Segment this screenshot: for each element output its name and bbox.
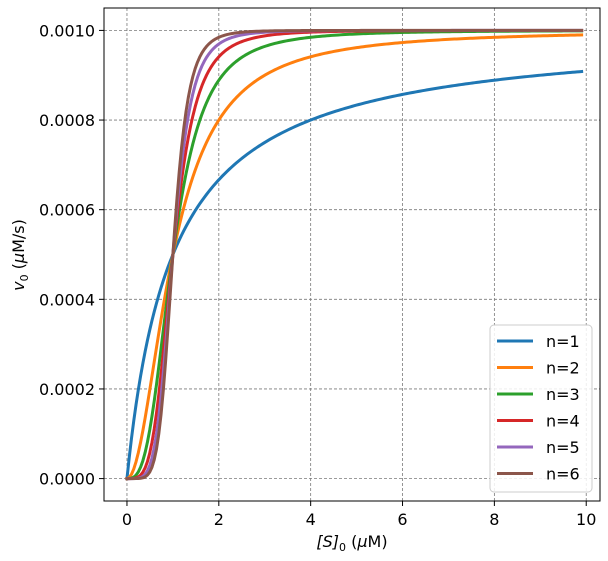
y-tick-label: 0.0004 <box>39 290 95 309</box>
plot-frame <box>103 7 601 502</box>
x-tick-label: 6 <box>397 510 407 529</box>
x-axis-label: [S]0 (μM) <box>316 532 387 554</box>
y-tick-label: 0.0002 <box>39 380 95 399</box>
series-line-n6 <box>125 28 584 481</box>
x-tick-label: 10 <box>576 510 596 529</box>
legend-label: n=5 <box>546 438 580 457</box>
x-tick-label: 8 <box>489 510 499 529</box>
legend-label: n=1 <box>546 332 580 351</box>
y-axis-label: v0 (μM/s) <box>9 219 31 291</box>
x-axis: 0 2 4 6 8 10 <box>122 501 596 529</box>
y-tick-label: 0.0010 <box>39 21 95 40</box>
series-line-n1 <box>125 69 584 481</box>
legend-label: n=6 <box>546 465 580 484</box>
y-axis: 0.0000 0.0002 0.0004 0.0006 0.0008 0.0010 <box>39 21 104 489</box>
series-line-n2 <box>124 33 584 481</box>
y-tick-label: 0.0006 <box>39 201 95 220</box>
legend: n=1 n=2 n=3 n=4 n=5 n=6 <box>489 324 593 493</box>
legend-label: n=4 <box>546 412 580 431</box>
x-tick-label: 4 <box>306 510 316 529</box>
legend-label: n=2 <box>546 359 580 378</box>
y-tick-label: 0.0000 <box>39 470 95 489</box>
x-tick-label: 2 <box>214 510 224 529</box>
series-lines <box>124 28 584 481</box>
x-tick-label: 0 <box>122 510 132 529</box>
legend-label: n=3 <box>546 385 580 404</box>
y-tick-label: 0.0008 <box>39 111 95 130</box>
